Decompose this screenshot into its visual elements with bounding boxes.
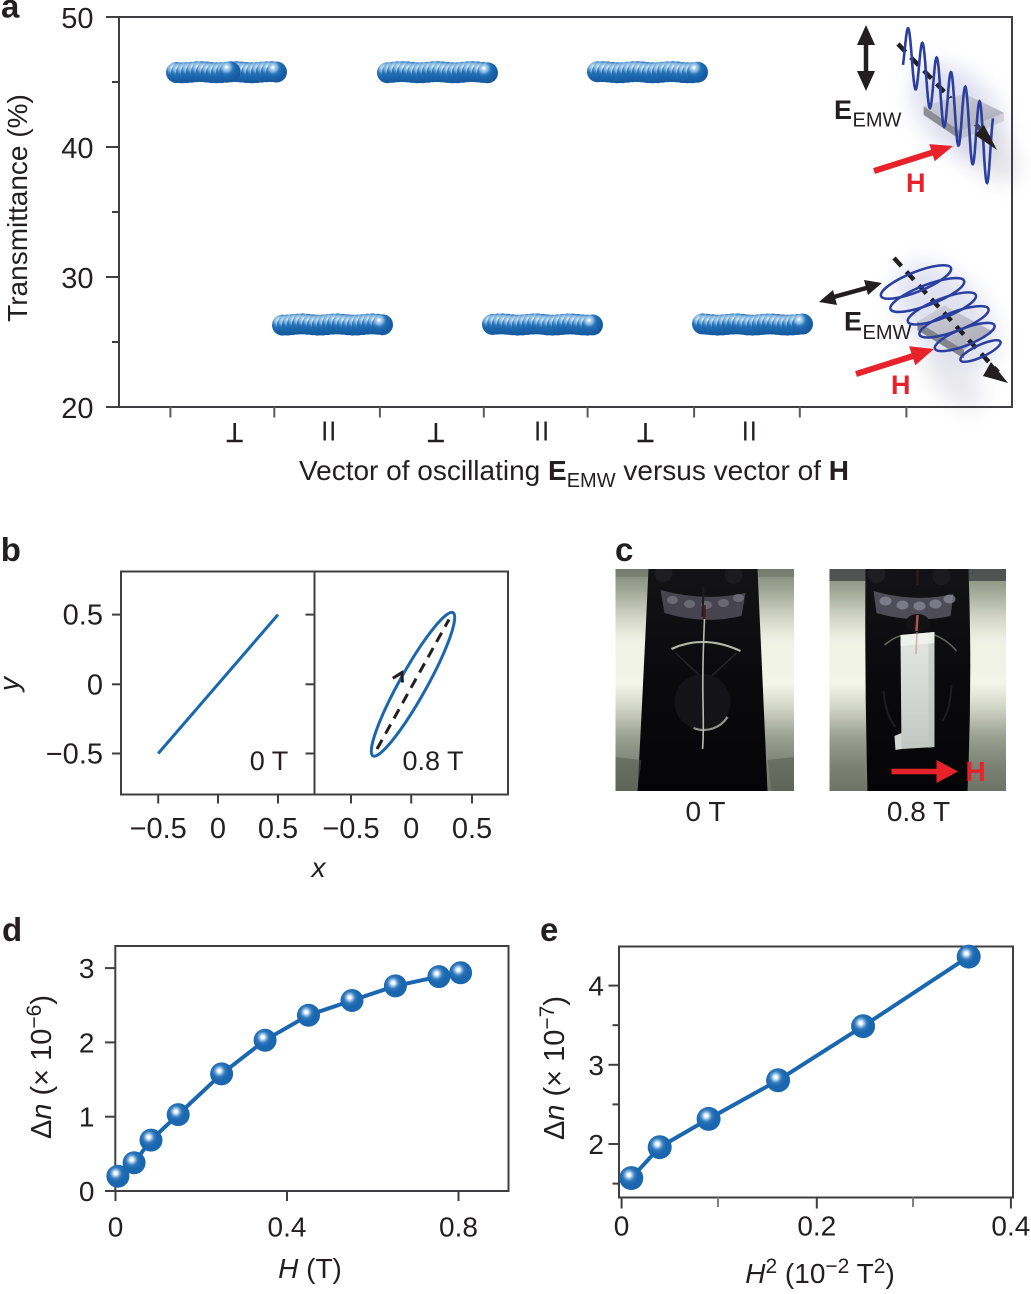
svg-text:0: 0 — [87, 669, 103, 701]
svg-text:e: e — [540, 911, 558, 948]
svg-text:0.8 T: 0.8 T — [887, 796, 950, 827]
svg-text:Vector of oscillating EEMW ver: Vector of oscillating EEMW versus vector… — [299, 455, 849, 492]
svg-text:y: y — [0, 675, 25, 693]
svg-text:0.4: 0.4 — [991, 1211, 1030, 1242]
svg-text:H (T): H (T) — [278, 1253, 342, 1284]
svg-text:d: d — [2, 911, 22, 948]
svg-text:−0.5: −0.5 — [130, 813, 187, 845]
svg-text:0 T: 0 T — [686, 796, 726, 827]
svg-text:0 T: 0 T — [250, 746, 289, 776]
svg-text:a: a — [1, 0, 20, 25]
svg-text:0.8 T: 0.8 T — [402, 746, 463, 776]
svg-text:E: E — [844, 307, 862, 337]
svg-text:b: b — [1, 531, 21, 568]
svg-text:0.5: 0.5 — [63, 600, 103, 632]
svg-text:Δn (× 10−6): Δn (× 10−6) — [23, 995, 58, 1139]
svg-text:0.8: 0.8 — [439, 1212, 478, 1243]
svg-text:3: 3 — [588, 1050, 604, 1081]
svg-text:c: c — [615, 531, 633, 568]
svg-text:0.2: 0.2 — [797, 1211, 836, 1242]
svg-text:0.5: 0.5 — [452, 813, 492, 845]
svg-text:0.4: 0.4 — [268, 1212, 307, 1243]
svg-text:0: 0 — [614, 1211, 630, 1242]
svg-text:0.5: 0.5 — [258, 813, 298, 845]
svg-text:40: 40 — [61, 133, 93, 165]
svg-text:−0.5: −0.5 — [46, 739, 103, 771]
svg-text:−0.5: −0.5 — [322, 813, 379, 845]
svg-text:2: 2 — [588, 1129, 604, 1160]
svg-text:0: 0 — [403, 813, 419, 845]
svg-text:1: 1 — [79, 1102, 95, 1133]
svg-text:20: 20 — [61, 393, 93, 425]
svg-text:H: H — [966, 756, 986, 787]
svg-text:4: 4 — [588, 971, 604, 1002]
svg-text:0: 0 — [210, 813, 226, 845]
svg-text:2: 2 — [79, 1027, 95, 1058]
svg-text:H: H — [906, 168, 926, 198]
svg-text:30: 30 — [61, 263, 93, 295]
svg-text:x: x — [310, 852, 327, 883]
svg-text:Δn (× 10−7): Δn (× 10−7) — [536, 996, 571, 1140]
svg-text:H: H — [891, 370, 911, 400]
svg-text:EMW: EMW — [863, 322, 912, 344]
svg-text:EMW: EMW — [853, 110, 902, 132]
svg-text:0: 0 — [108, 1212, 124, 1243]
svg-text:H2 (10−2 T2): H2 (10−2 T2) — [745, 1255, 895, 1289]
svg-text:E: E — [834, 95, 852, 125]
svg-text:3: 3 — [79, 953, 95, 984]
svg-text:50: 50 — [61, 3, 93, 35]
svg-text:Transmittance (%): Transmittance (%) — [2, 94, 33, 322]
svg-text:0: 0 — [79, 1176, 95, 1207]
